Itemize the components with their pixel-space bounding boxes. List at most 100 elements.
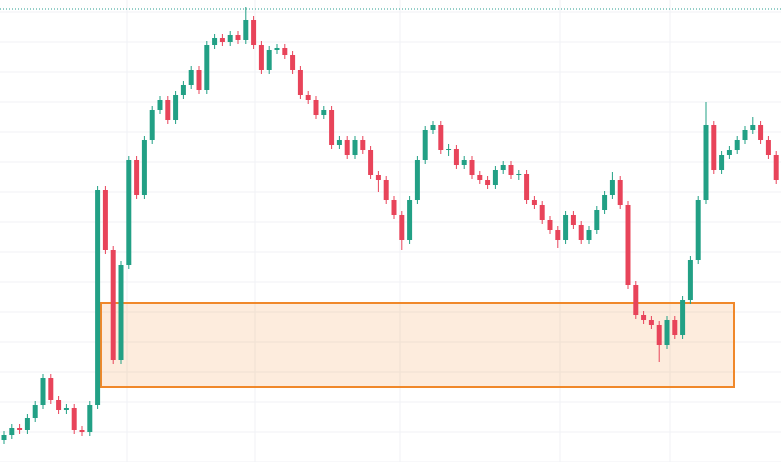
candle-body [726,150,732,155]
candle-body [336,140,342,145]
candle-body [742,130,748,140]
candle-body [547,220,553,230]
candle-body [539,205,545,220]
candle-body [570,215,576,225]
candle-body [750,125,756,130]
candle-body [672,320,678,335]
candle-body [461,160,467,165]
candle-body [266,50,272,70]
candle-body [633,285,639,315]
candle-body [414,160,420,200]
candle-body [664,320,670,345]
candle-body [609,180,615,195]
candle-body [321,110,327,115]
candle-body [87,405,93,432]
candle-body [110,250,116,360]
candle-body [360,140,366,150]
candle-body [531,200,537,205]
candle-body [773,155,779,180]
candle-body [399,215,405,240]
candle-body [251,20,257,45]
candle-body [95,190,101,405]
candle-body [602,195,608,210]
candle-body [118,265,124,360]
candle-body [656,325,662,345]
candle-body [687,260,693,300]
candle-body [134,160,140,195]
candle-body [734,140,740,150]
candle-body [48,378,54,400]
candle-body [157,100,163,110]
candle-body [765,140,771,155]
candle-body [695,200,701,260]
candle-body [352,140,358,155]
candle-body [17,428,23,430]
candle-body [555,230,561,240]
candle-body [282,48,288,55]
candle-body [258,45,264,70]
candle-body [305,95,311,100]
candle-body [102,190,108,250]
candle-body [508,165,514,175]
candle-body [141,140,147,195]
candle-body [24,418,30,430]
candle-body [32,405,38,418]
candle-body [368,150,374,175]
candle-body [625,205,631,285]
candle-body [524,174,530,200]
candle-body [485,180,491,185]
candle-body [126,160,132,265]
candle-body [219,38,225,42]
candle-body [438,125,444,150]
candle-body [383,180,389,200]
candle-body [422,130,428,160]
candle-body [297,70,303,95]
candle-body [180,85,186,95]
candle-body [313,100,319,115]
candle-body [446,149,452,150]
candle-body [516,174,522,175]
candle-body [680,300,686,335]
candle-body [290,55,296,70]
candle-body [594,210,600,230]
candle-body [500,165,506,170]
candle-body [165,100,171,120]
candle-body [344,140,350,155]
candle-body [212,38,218,45]
candle-body [188,70,194,85]
price-zone [100,302,735,388]
candle-body [227,35,233,42]
candle-body [719,155,725,170]
candle-body [492,170,498,185]
candle-body [79,430,85,432]
candle-body [274,48,280,50]
candle-body [204,45,210,90]
candle-body [477,175,483,180]
candle-body [329,110,335,145]
candle-body [71,408,77,430]
candle-body [648,320,654,325]
candle-body [375,175,381,180]
candle-body [430,125,436,130]
candle-body [407,200,413,240]
candle-body [173,95,179,120]
candle-body [617,180,623,205]
candle-body [243,20,249,40]
candle-body [703,125,709,200]
candle-body [1,435,7,440]
candle-body [9,428,15,435]
candle-body [149,110,155,140]
candle-body [711,125,717,170]
candle-body [56,400,62,410]
candle-body [563,215,569,240]
candle-body [453,149,459,165]
candle-body [469,160,475,175]
candle-body [63,408,69,410]
candle-body [586,230,592,240]
candle-body [641,315,647,320]
candle-body [391,200,397,215]
candle-body [40,378,46,405]
candle-body [235,35,241,40]
